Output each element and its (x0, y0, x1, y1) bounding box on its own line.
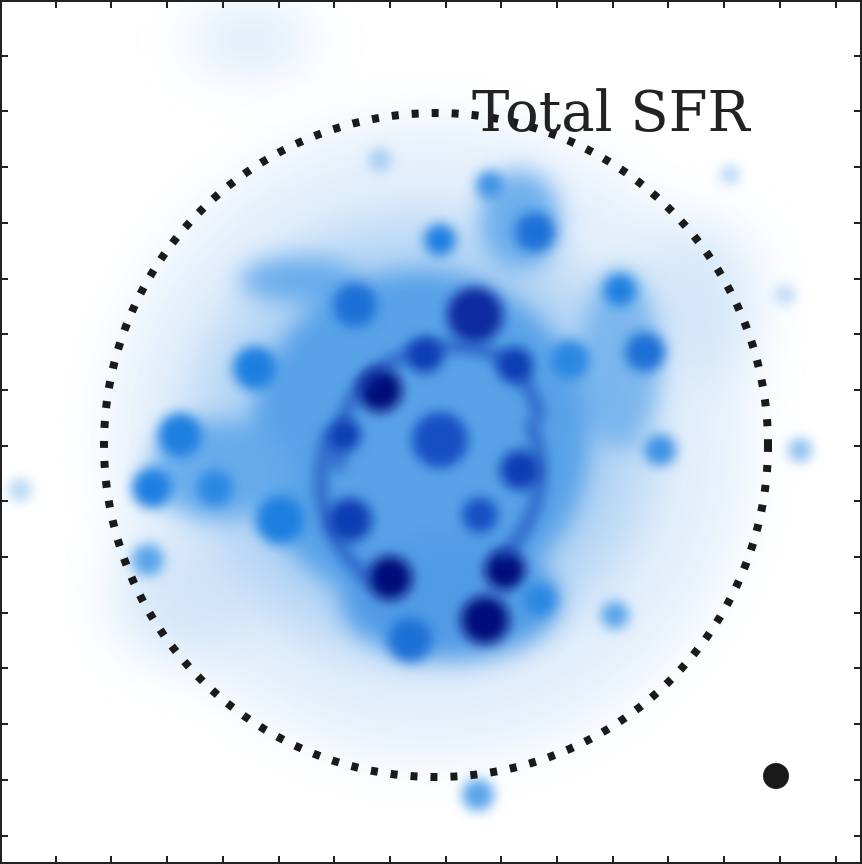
panel-label: Total SFR (472, 80, 752, 145)
aperture-circle (100, 109, 772, 781)
sfr-emission-image (8, 10, 812, 811)
beam-marker (763, 763, 789, 789)
